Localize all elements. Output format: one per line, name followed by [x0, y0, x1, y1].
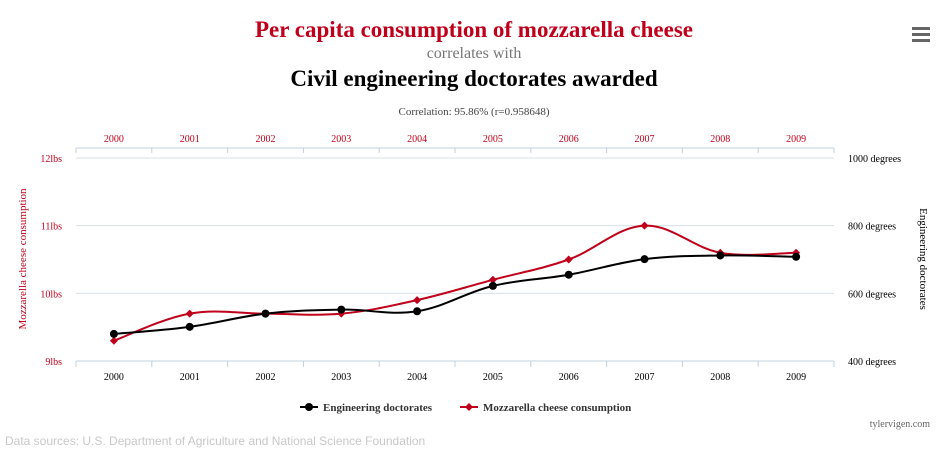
x-bottom-tick-label: 2009 [786, 372, 806, 383]
engineering-data-point [640, 255, 649, 264]
engineering-data-point [564, 270, 573, 279]
legend-mozzarella-label: Mozzarella cheese consumption [483, 402, 631, 414]
x-top-tick-label: 2000 [104, 134, 124, 145]
engineering-data-point [716, 251, 725, 260]
x-bottom-tick-label: 2004 [407, 372, 427, 383]
x-top-tick-label: 2006 [559, 134, 579, 145]
y-left-tick-label: 9lbs [45, 357, 62, 368]
mozzarella-data-point [185, 309, 194, 318]
y-left-axis-title: Mozzarella cheese consumption [17, 188, 29, 330]
chart-subtitle: Civil engineering doctorates awarded [290, 66, 658, 91]
y-right-tick-label: 1000 degrees [848, 154, 901, 165]
x-top-tick-label: 2005 [483, 134, 503, 145]
correlates-with-text: correlates with [427, 45, 522, 62]
y-right-tick-label: 800 degrees [848, 222, 896, 233]
mozzarella-data-point [413, 296, 422, 305]
engineering-data-point [109, 329, 118, 338]
engineering-data-point [261, 309, 270, 318]
chart-title: Per capita consumption of mozzarella che… [255, 17, 693, 42]
x-bottom-tick-label: 2005 [483, 372, 503, 383]
mozzarella-data-point [564, 255, 573, 264]
y-right-tick-label: 600 degrees [848, 289, 896, 300]
x-top-tick-label: 2001 [180, 134, 200, 145]
mozzarella-series-line [113, 224, 797, 342]
engineering-series-line [113, 254, 797, 335]
x-bottom-tick-label: 2000 [104, 372, 124, 383]
mozzarella-data-point [109, 336, 118, 345]
x-top-tick-label: 2004 [407, 134, 427, 145]
data-source-text: Data sources: U.S. Department of Agricul… [5, 434, 425, 448]
y-right-tick-label: 400 degrees [848, 357, 896, 368]
x-top-tick-label: 2007 [635, 134, 655, 145]
x-top-tick-label: 2009 [786, 134, 806, 145]
correlation-text: Correlation: 95.86% (r=0.958648) [398, 106, 549, 118]
y-left-tick-label: 11lbs [41, 222, 62, 233]
mozzarella-data-point [640, 221, 649, 230]
hamburger-menu-icon[interactable] [912, 27, 930, 42]
x-top-tick-label: 2003 [331, 134, 351, 145]
legend-mozzarella-marker [465, 403, 473, 411]
y-left-tick-label: 10lbs [40, 289, 62, 300]
engineering-data-point [185, 322, 194, 331]
engineering-data-point [792, 252, 801, 261]
x-bottom-tick-label: 2001 [180, 372, 200, 383]
legend-engineering-label: Engineering doctorates [323, 402, 433, 414]
x-bottom-tick-label: 2006 [559, 372, 579, 383]
y-left-tick-label: 12lbs [40, 154, 62, 165]
engineering-data-point [413, 307, 422, 316]
credit-text: tylervigen.com [870, 419, 930, 430]
x-top-tick-label: 2008 [710, 134, 730, 145]
x-bottom-tick-label: 2007 [635, 372, 655, 383]
y-right-axis-title: Engineering doctorates [917, 208, 929, 310]
engineering-data-point [488, 281, 497, 290]
engineering-data-point [337, 305, 346, 314]
x-top-tick-label: 2002 [256, 134, 276, 145]
x-bottom-tick-label: 2002 [256, 372, 276, 383]
x-bottom-tick-label: 2003 [331, 372, 351, 383]
legend-engineering-marker [305, 403, 313, 411]
mozzarella-data-point [488, 275, 497, 284]
x-bottom-tick-label: 2008 [710, 372, 730, 383]
